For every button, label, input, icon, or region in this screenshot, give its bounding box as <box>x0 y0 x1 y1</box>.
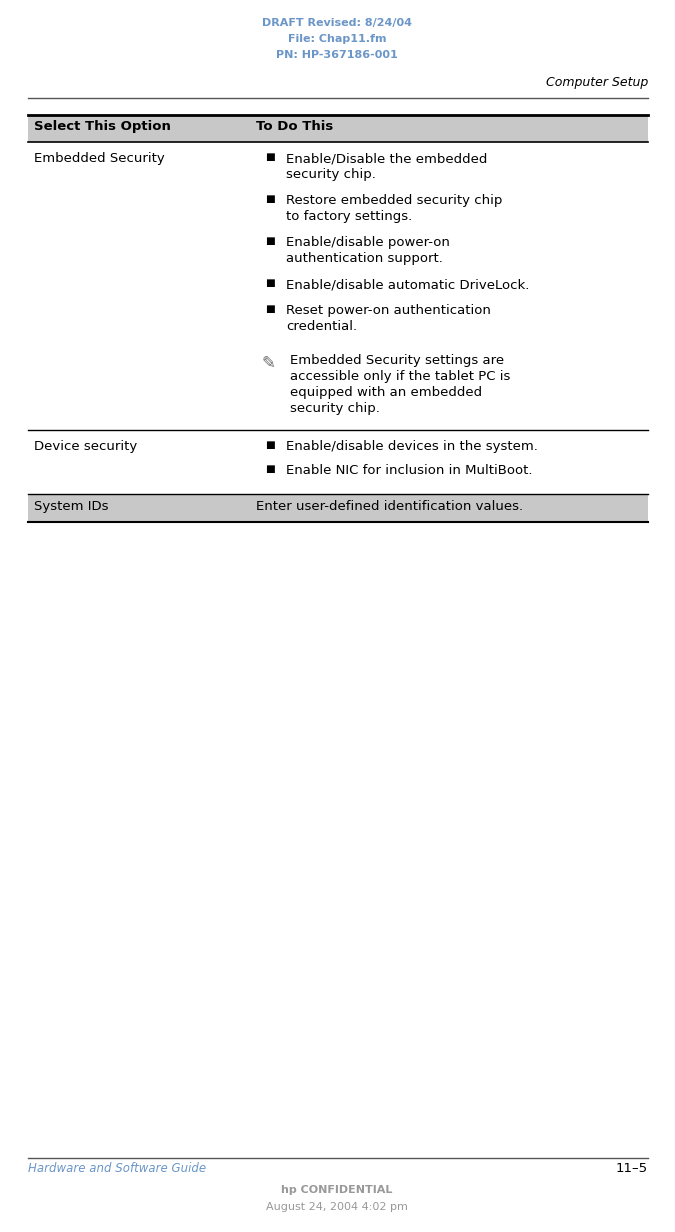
Text: hp CONFIDENTIAL: hp CONFIDENTIAL <box>281 1185 393 1195</box>
Text: ✎: ✎ <box>261 354 275 372</box>
Text: ■: ■ <box>265 304 275 314</box>
Text: accessible only if the tablet PC is: accessible only if the tablet PC is <box>290 370 510 383</box>
Text: credential.: credential. <box>286 320 357 333</box>
Text: PN: HP-367186-001: PN: HP-367186-001 <box>276 51 398 60</box>
Text: To Do This: To Do This <box>256 120 333 133</box>
Bar <box>28 494 648 522</box>
Text: Enable/Disable the embedded: Enable/Disable the embedded <box>286 152 487 165</box>
Text: ■: ■ <box>265 440 275 450</box>
Text: security chip.: security chip. <box>286 168 376 181</box>
Text: Restore embedded security chip: Restore embedded security chip <box>286 193 502 207</box>
Text: 11–5: 11–5 <box>616 1162 648 1175</box>
Text: security chip.: security chip. <box>290 402 380 415</box>
Text: Select This Option: Select This Option <box>34 120 171 133</box>
Text: Computer Setup: Computer Setup <box>546 76 648 89</box>
Text: ■: ■ <box>265 152 275 161</box>
Text: Enable NIC for inclusion in MultiBoot.: Enable NIC for inclusion in MultiBoot. <box>286 464 533 477</box>
Text: Enter user-defined identification values.: Enter user-defined identification values… <box>256 500 523 513</box>
Text: equipped with an embedded: equipped with an embedded <box>290 386 482 399</box>
Text: Enable/disable automatic DriveLock.: Enable/disable automatic DriveLock. <box>286 278 529 291</box>
Text: Reset power-on authentication: Reset power-on authentication <box>286 304 491 317</box>
Text: ■: ■ <box>265 278 275 288</box>
Text: Hardware and Software Guide: Hardware and Software Guide <box>28 1162 206 1175</box>
Text: Embedded Security settings are: Embedded Security settings are <box>290 354 504 367</box>
Text: ■: ■ <box>265 464 275 474</box>
Text: August 24, 2004 4:02 pm: August 24, 2004 4:02 pm <box>266 1202 408 1212</box>
Text: File: Chap11.fm: File: Chap11.fm <box>288 34 386 44</box>
Text: authentication support.: authentication support. <box>286 253 443 265</box>
Text: Embedded Security: Embedded Security <box>34 152 165 165</box>
Text: to factory settings.: to factory settings. <box>286 209 412 223</box>
Text: Device security: Device security <box>34 440 137 453</box>
Text: Enable/disable power-on: Enable/disable power-on <box>286 237 450 249</box>
Text: DRAFT Revised: 8/24/04: DRAFT Revised: 8/24/04 <box>262 18 412 28</box>
Text: Enable/disable devices in the system.: Enable/disable devices in the system. <box>286 440 538 453</box>
Text: ■: ■ <box>265 193 275 205</box>
Text: System IDs: System IDs <box>34 500 109 513</box>
Bar <box>28 115 648 142</box>
Text: ■: ■ <box>265 237 275 246</box>
